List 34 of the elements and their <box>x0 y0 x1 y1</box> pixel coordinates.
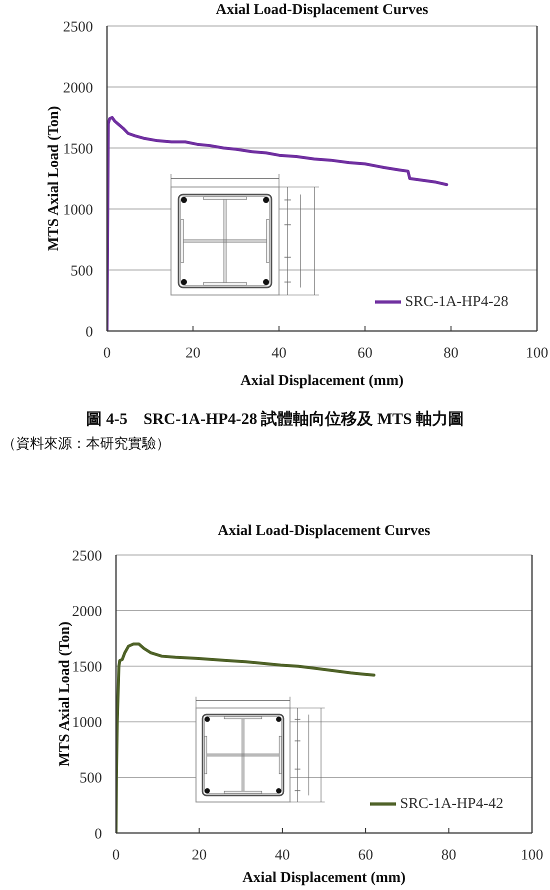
x-tick-label: 40 <box>272 346 286 362</box>
x-tick-label: 60 <box>358 346 372 362</box>
x-tick-label: 20 <box>186 346 200 362</box>
x-axis-title: Axial Displacement (mm) <box>241 869 407 887</box>
x-tick-label: 60 <box>358 848 374 864</box>
x-tick-label: 80 <box>441 848 456 864</box>
y-tick-label: 2000 <box>72 604 102 620</box>
x-tick-label: 80 <box>444 346 458 362</box>
chart-title: Axial Load-Displacement Curves <box>216 522 432 540</box>
x-tick-label: 20 <box>192 848 207 864</box>
x-tick-label: 100 <box>520 848 544 864</box>
y-tick-label: 2000 <box>63 80 93 96</box>
y-axis-title: MTS Axial Load (Ton) <box>57 622 73 766</box>
y-tick-label: 1500 <box>63 141 93 158</box>
y-tick-label: 0 <box>86 324 93 340</box>
y-tick-label: 0 <box>94 826 102 842</box>
x-tick-label: 40 <box>274 848 290 864</box>
y-tick-label: 2500 <box>72 548 102 564</box>
y-tick-label: 500 <box>70 263 93 280</box>
y-tick-label: 2500 <box>63 19 93 36</box>
chart-title: Axial Load-Displacement Curves <box>214 1 430 19</box>
caption: 圖 4-5 SRC-1A-HP4-28 試體軸向位移及 MTS 軸力圖 <box>85 410 465 430</box>
legend-label: SRC-1A-HP4-42 <box>400 796 504 812</box>
y-tick-label: 1500 <box>72 660 102 676</box>
y-tick-label: 1000 <box>72 715 102 732</box>
x-tick-label: 0 <box>112 848 120 864</box>
x-tick-label: 100 <box>526 346 548 362</box>
y-axis-title: MTS Axial Load (Ton) <box>46 106 62 251</box>
legend-label: SRC-1A-HP4-28 <box>405 294 508 310</box>
y-tick-label: 1000 <box>63 202 93 218</box>
text: （資料來源：本研究實驗） <box>2 435 171 454</box>
x-axis-title: Axial Displacement (mm) <box>239 372 405 390</box>
y-tick-label: 500 <box>80 770 102 787</box>
line-series <box>116 642 376 833</box>
